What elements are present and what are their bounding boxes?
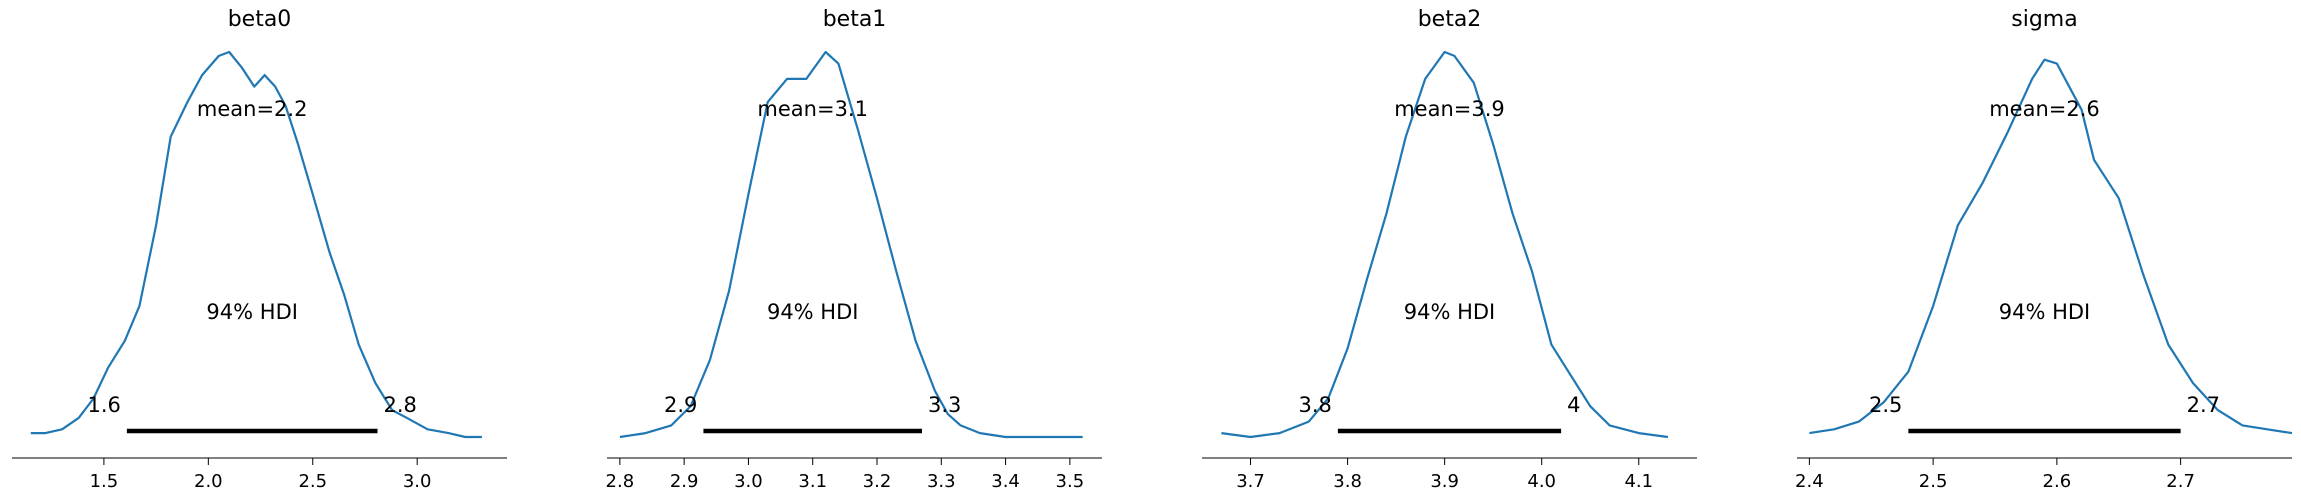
panel-beta1: beta1 mean=3.1 94% HDI 2.9 3.3 2.8 2.9 3.0 3.1 3.… (606, 7, 1102, 492)
hdi-low-label: 2.9 (664, 393, 697, 417)
hdi-high-label: 4 (1567, 393, 1580, 417)
hdi-high-label: 2.7 (2187, 393, 2220, 417)
hdi-low-label: 1.6 (87, 393, 120, 417)
x-tick-label: 3.8 (1333, 471, 1362, 492)
x-tick-label: 3.2 (863, 471, 892, 492)
x-tick-label: 3.5 (1056, 471, 1085, 492)
panel-title: beta0 (228, 7, 292, 32)
density-line (30, 50, 482, 439)
hdi-high-label: 2.8 (384, 393, 417, 417)
x-tick-label: 2.0 (194, 471, 223, 492)
mean-label: mean=2.6 (1989, 97, 2100, 121)
hdi-label: 94% HDI (1404, 300, 1496, 324)
x-tick-label: 3.0 (734, 471, 763, 492)
hdi-high-label: 3.3 (928, 393, 961, 417)
panel-title: sigma (2011, 7, 2077, 32)
x-tick-label: 2.9 (670, 471, 699, 492)
x-tick-label: 3.4 (991, 471, 1020, 492)
x-tick-label: 2.5 (298, 471, 327, 492)
hdi-low-label: 2.5 (1869, 393, 1902, 417)
x-tick-label: 2.8 (606, 471, 635, 492)
x-tick-label: 2.5 (1919, 471, 1948, 492)
panel-title: beta1 (823, 7, 887, 32)
x-tick-label: 3.1 (798, 471, 827, 492)
density-line (1809, 58, 2293, 435)
x-tick-label: 3.9 (1430, 471, 1459, 492)
mean-label: mean=2.2 (197, 97, 308, 121)
panel-beta2: beta2 mean=3.9 94% HDI 3.8 4 3.7 3.8 3.9 4.0 4.1 (1202, 7, 1697, 492)
hdi-label: 94% HDI (767, 300, 859, 324)
x-tick-label: 4.1 (1624, 471, 1653, 492)
panel-beta0: beta0 mean=2.2 94% HDI 1.6 2.8 1.5 2.0 2.5 3.0 (12, 7, 507, 492)
x-tick-label: 1.5 (90, 471, 119, 492)
hdi-label: 94% HDI (206, 300, 298, 324)
x-tick-label: 3.7 (1236, 471, 1265, 492)
density-line (1221, 50, 1669, 439)
mean-label: mean=3.9 (1394, 97, 1505, 121)
x-tick-label: 4.0 (1527, 471, 1556, 492)
x-tick-label: 2.4 (1795, 471, 1824, 492)
panel-title: beta2 (1418, 7, 1482, 32)
x-tick-label: 2.6 (2043, 471, 2072, 492)
x-tick-label: 2.7 (2166, 471, 2195, 492)
density-line (619, 50, 1083, 439)
x-tick-label: 3.0 (403, 471, 432, 492)
mean-label: mean=3.1 (757, 97, 868, 121)
panel-sigma: sigma mean=2.6 94% HDI 2.5 2.7 2.4 2.5 2.6 2.7 (1795, 7, 2293, 492)
hdi-label: 94% HDI (1999, 300, 2091, 324)
hdi-low-label: 3.8 (1298, 393, 1331, 417)
x-tick-label: 3.3 (927, 471, 956, 492)
